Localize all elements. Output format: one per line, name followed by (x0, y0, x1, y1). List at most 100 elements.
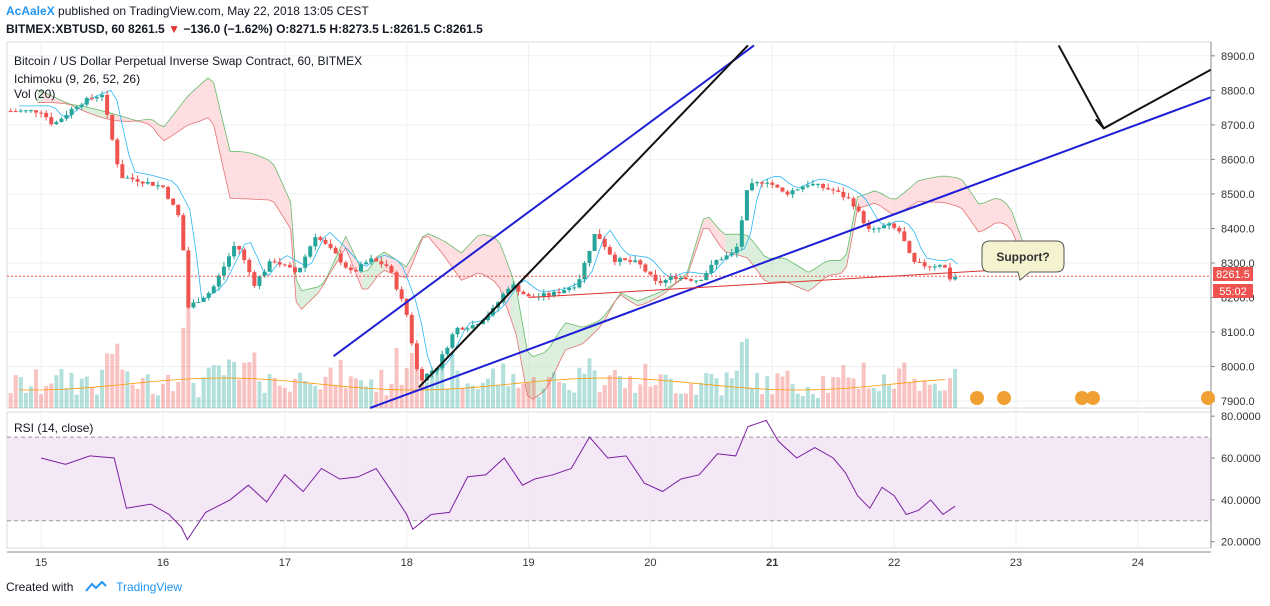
volume-bar (861, 362, 866, 408)
volume-bar (770, 394, 775, 408)
volume-bars (8, 291, 958, 408)
volume-bar (333, 386, 338, 408)
volume-bar (348, 376, 353, 408)
cloud-segment (279, 177, 286, 221)
candle-body (64, 114, 69, 119)
publish-info: AcAaleX published on TradingView.com, Ma… (6, 4, 369, 18)
cloud-segment (775, 258, 781, 282)
cloud-segment (461, 247, 467, 281)
volume-bar (79, 378, 84, 408)
candle-body (841, 191, 846, 198)
candle-body (739, 220, 744, 247)
candles (8, 90, 958, 383)
candle-body (445, 347, 450, 355)
volume-bar (739, 341, 744, 408)
trend-line (332, 44, 755, 358)
volume-bar (597, 392, 602, 408)
volume-bar (866, 388, 871, 408)
volume-bar (714, 378, 719, 408)
volume-bar (404, 368, 409, 408)
candle-body (831, 189, 836, 191)
volume-bar (221, 375, 226, 408)
cloud-segment (37, 89, 43, 103)
volume-bar (343, 388, 348, 408)
volume-bar (13, 375, 18, 408)
candle-body (49, 117, 54, 125)
cloud-segment (433, 236, 440, 250)
volume-bar (942, 390, 947, 408)
volume-bar (821, 376, 826, 408)
candle-body (775, 184, 780, 188)
volume-bar (892, 388, 897, 408)
candle-body (663, 279, 668, 283)
candle-body (526, 294, 531, 297)
volume-bar (201, 377, 206, 408)
volume-bar (749, 388, 754, 408)
volume-bar (907, 382, 912, 408)
cloud-segment (1000, 199, 1007, 225)
candle-body (160, 185, 165, 188)
cloud-segment (219, 105, 225, 175)
volume-bar (298, 372, 303, 408)
volume-bar (445, 388, 450, 408)
volume-bar (23, 392, 28, 408)
candle-body (942, 265, 947, 268)
candle-body (272, 261, 277, 263)
volume-bar (724, 372, 729, 408)
support-callout[interactable]: Support? (981, 240, 1065, 281)
rsi-band-fill (7, 437, 1211, 521)
volume-bar (44, 385, 49, 408)
cloud-segment (791, 262, 797, 287)
volume-bar (932, 383, 937, 408)
legend-ichimoku: Ichimoku (9, 26, 52, 26) (14, 72, 140, 86)
volume-bar (521, 383, 526, 408)
cloud-segment (235, 151, 242, 199)
volume-bar (795, 393, 800, 408)
cloud-segment (356, 259, 363, 289)
candle-body (932, 266, 937, 268)
candle-body (89, 98, 94, 100)
volume-bar (28, 386, 33, 408)
author-link[interactable]: AcAaleX (6, 4, 55, 18)
cloud-segment (230, 151, 236, 199)
volume-bar (623, 388, 628, 408)
volume-bar (638, 384, 643, 408)
volume-bar (435, 368, 440, 408)
candle-body (683, 277, 688, 280)
volume-bar (562, 383, 567, 408)
volume-bar (323, 376, 328, 408)
rsi-pane (7, 419, 1211, 541)
candle-body (343, 262, 348, 268)
candle-body (902, 231, 907, 242)
volume-bar (917, 390, 922, 408)
tradingview-link[interactable]: TradingView (116, 580, 183, 594)
trend-lines[interactable] (7, 44, 1212, 409)
candle-body (389, 265, 394, 273)
cloud-segment (907, 185, 913, 209)
volume-bar (364, 386, 369, 408)
cloud-segment (940, 176, 946, 203)
event-flags (970, 391, 1215, 405)
volume-bar (851, 378, 856, 408)
candle-body (805, 185, 810, 187)
x-tick-label: 15 (35, 557, 47, 569)
cloud-segment (824, 260, 831, 278)
cloud-segment (296, 279, 302, 310)
volume-bar (125, 371, 130, 408)
cloud-segment (312, 286, 319, 299)
cloud-segment (995, 198, 1001, 224)
candle-body (374, 258, 379, 262)
candle-body (856, 206, 861, 212)
volume-bar (59, 369, 64, 408)
candle-body (384, 264, 389, 266)
candle-body (937, 265, 942, 267)
trend-line (369, 96, 1212, 409)
candle-body (171, 198, 176, 205)
candle-body (562, 290, 567, 294)
cloud-segment (527, 351, 533, 400)
candle-body (69, 108, 74, 115)
volume-bar (84, 376, 89, 408)
volume-bar (536, 396, 541, 408)
candle-body (166, 187, 171, 199)
